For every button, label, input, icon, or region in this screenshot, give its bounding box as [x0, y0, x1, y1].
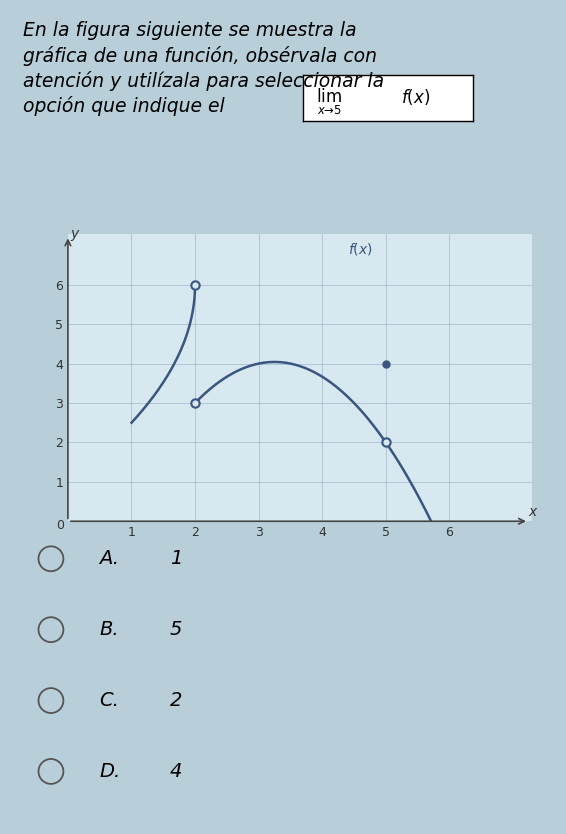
- Text: A.: A.: [99, 550, 119, 568]
- Text: 4: 4: [170, 762, 182, 781]
- Text: x: x: [528, 505, 536, 520]
- Text: $\lim_{x \to 5}$: $\lim_{x \to 5}$: [316, 87, 342, 117]
- Text: atención y utilízala para seleccionar la: atención y utilízala para seleccionar la: [23, 71, 384, 91]
- Text: 5: 5: [170, 620, 182, 639]
- Text: 1: 1: [170, 550, 182, 568]
- Text: gráfica de una función, obsérvala con: gráfica de una función, obsérvala con: [23, 46, 376, 66]
- Text: C.: C.: [99, 691, 119, 710]
- Text: En la figura siguiente se muestra la: En la figura siguiente se muestra la: [23, 21, 356, 40]
- Text: D.: D.: [99, 762, 121, 781]
- Text: opción que indique el: opción que indique el: [23, 96, 224, 116]
- Text: y: y: [70, 227, 79, 240]
- Text: $f(x)$: $f(x)$: [401, 87, 431, 107]
- Text: 2: 2: [170, 691, 182, 710]
- Text: $f(x)$: $f(x)$: [348, 241, 373, 257]
- Text: B.: B.: [99, 620, 119, 639]
- Text: 0: 0: [56, 520, 65, 532]
